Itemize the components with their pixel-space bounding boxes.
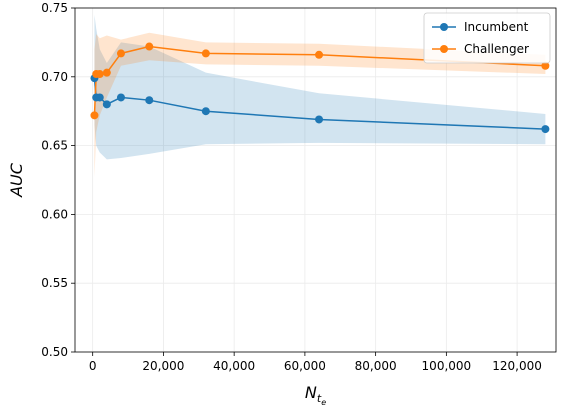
incumbent-point [201, 107, 210, 116]
confidence-bands [94, 14, 546, 178]
incumbent-confidence-band [94, 14, 546, 160]
ticks: 0 20,000 40,000 60,000 80,000 100,000 120,000 0… [41, 1, 542, 373]
y-axis-label: AUC [7, 162, 26, 198]
x-axis-label-subsub: e [321, 398, 326, 407]
y-tick-label: 0.70 [41, 70, 68, 84]
x-tick-label: 120,000 [492, 359, 542, 373]
y-tick-label: 0.55 [41, 276, 68, 290]
series-points [90, 42, 550, 134]
x-tick-label: 80,000 [355, 359, 397, 373]
x-tick-label: 60,000 [284, 359, 326, 373]
y-tick-label: 0.75 [41, 1, 68, 15]
incumbent-point [315, 115, 324, 124]
legend-challenger-marker [440, 45, 448, 53]
incumbent-point [95, 93, 104, 102]
legend-incumbent-label: Incumbent [464, 20, 529, 34]
incumbent-point [102, 100, 111, 109]
challenger-point [90, 111, 99, 120]
challenger-point [102, 68, 111, 77]
legend: Incumbent Challenger [423, 12, 551, 64]
legend-box [423, 12, 551, 64]
plot-frame [74, 7, 557, 353]
x-tick-label: 100,000 [422, 359, 472, 373]
x-tick-label: 0 [89, 359, 97, 373]
legend-challenger-label: Challenger [464, 42, 529, 56]
x-tick-label: 40,000 [213, 359, 255, 373]
challenger-point [315, 50, 324, 59]
x-tick-label: 20,000 [142, 359, 184, 373]
incumbent-point [541, 125, 550, 134]
challenger-point [116, 49, 125, 58]
challenger-point [95, 70, 104, 79]
legend-incumbent-marker [440, 23, 448, 31]
challenger-confidence-band [94, 32, 546, 178]
challenger-point [201, 49, 210, 58]
y-tick-label: 0.50 [41, 345, 68, 359]
x-axis-label-sub: t [317, 392, 322, 405]
incumbent-point [145, 96, 154, 105]
incumbent-point [116, 93, 125, 102]
y-tick-label: 0.65 [41, 139, 68, 153]
challenger-point [145, 42, 154, 51]
y-tick-label: 0.60 [41, 207, 68, 221]
x-axis-label-main: N [305, 383, 317, 402]
challenger-point [541, 61, 550, 70]
x-axis-label: Nte [305, 383, 326, 407]
